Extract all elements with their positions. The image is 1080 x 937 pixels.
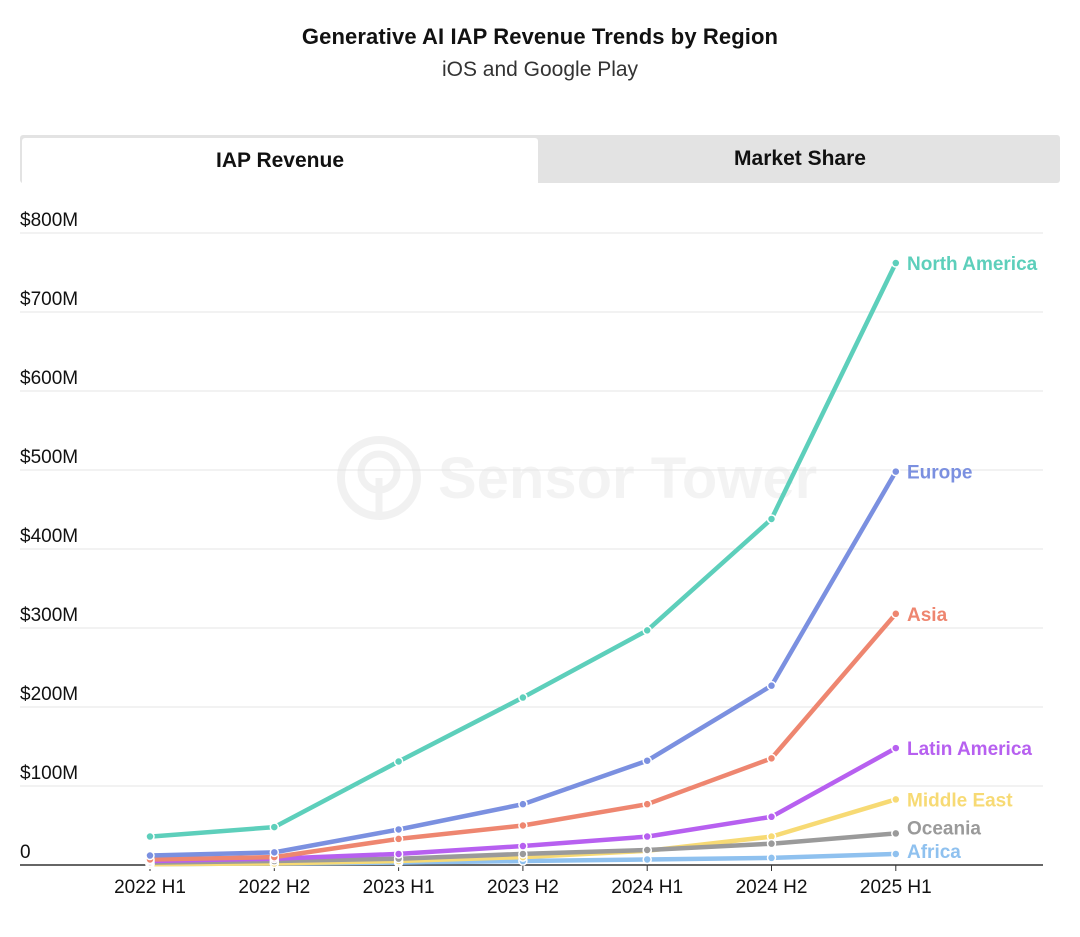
data-point-latin-america[interactable] (642, 831, 652, 842)
series-label-asia: Asia (907, 605, 948, 626)
chart-tab-bar: IAP Revenue Market Share (20, 135, 1060, 183)
data-point-europe[interactable] (766, 680, 777, 691)
data-point-north-america[interactable] (145, 831, 155, 842)
chart-title: Generative AI IAP Revenue Trends by Regi… (301, 24, 779, 49)
series-label-europe: Europe (907, 463, 972, 484)
data-point-latin-america[interactable] (393, 849, 404, 859)
tab-market-share[interactable]: Market Share (734, 147, 866, 170)
data-point-middle-east[interactable] (891, 794, 901, 805)
series-label-middle-east: Middle East (907, 790, 1013, 811)
data-point-europe[interactable] (518, 799, 528, 809)
data-point-africa[interactable] (642, 854, 652, 865)
y-tick-label: $100M (20, 763, 78, 784)
data-point-latin-america[interactable] (891, 743, 901, 753)
series-line-europe[interactable] (147, 469, 899, 858)
x-tick-label: 2023 H1 (363, 877, 435, 898)
data-point-latin-america[interactable] (518, 841, 528, 851)
y-tick-label: $500M (20, 447, 78, 468)
data-point-europe[interactable] (891, 466, 901, 477)
data-point-asia[interactable] (642, 799, 652, 809)
y-tick-label: $600M (20, 368, 78, 389)
x-tick-label: 2024 H1 (611, 877, 683, 898)
data-point-africa[interactable] (766, 853, 777, 863)
data-point-europe[interactable] (393, 824, 404, 835)
data-point-oceania[interactable] (891, 828, 901, 839)
y-tick-label: $800M (20, 210, 78, 231)
data-point-oceania[interactable] (518, 849, 528, 859)
series-label-north-america: North America (907, 254, 1038, 275)
y-tick-label: $700M (20, 289, 78, 310)
watermark: Sensor Tower (337, 436, 817, 520)
data-point-latin-america[interactable] (766, 812, 777, 822)
data-point-africa[interactable] (891, 849, 901, 859)
watermark-text: Sensor Tower (438, 446, 817, 511)
series-label-latin-america: Latin America (907, 739, 1032, 760)
tab-iap-revenue[interactable]: IAP Revenue (22, 138, 538, 183)
y-tick-label: 0 (20, 842, 31, 863)
y-tick-label: $300M (20, 605, 78, 626)
data-point-north-america[interactable] (518, 692, 528, 703)
data-point-north-america[interactable] (891, 258, 901, 268)
data-point-asia[interactable] (891, 609, 901, 619)
data-point-europe[interactable] (145, 850, 155, 861)
data-point-north-america[interactable] (642, 625, 652, 636)
data-point-asia[interactable] (393, 834, 404, 844)
x-tick-label: 2022 H2 (238, 877, 310, 898)
data-point-asia[interactable] (766, 753, 777, 764)
data-point-europe[interactable] (269, 847, 280, 858)
data-point-oceania[interactable] (766, 838, 777, 849)
x-tick-label: 2022 H1 (114, 877, 186, 898)
x-tick-label: 2023 H2 (487, 877, 559, 898)
series-label-oceania: Oceania (907, 818, 981, 839)
data-point-oceania[interactable] (642, 845, 652, 855)
x-tick-label: 2024 H2 (736, 877, 808, 898)
series-label-africa: Africa (907, 842, 961, 863)
x-tick-label: 2025 H1 (860, 877, 932, 898)
y-tick-label: $400M (20, 526, 78, 547)
sensor-tower-logo-icon (337, 436, 421, 520)
data-point-europe[interactable] (642, 755, 652, 766)
data-point-north-america[interactable] (393, 756, 404, 767)
series-line-north-america[interactable] (147, 260, 899, 839)
data-point-asia[interactable] (518, 820, 528, 831)
data-point-north-america[interactable] (269, 822, 280, 832)
y-tick-label: $200M (20, 684, 78, 705)
chart-subtitle: iOS and Google Play (441, 58, 639, 81)
data-point-north-america[interactable] (766, 514, 777, 524)
